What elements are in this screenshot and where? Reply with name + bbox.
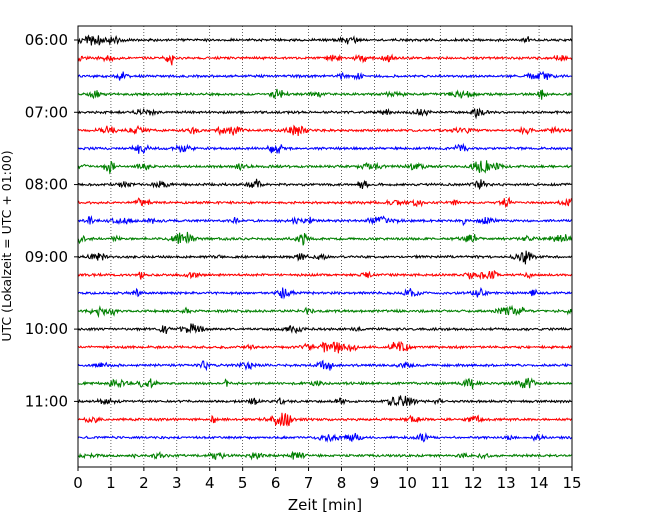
x-tick-label-1: 1 (106, 474, 116, 492)
trace-18 (77, 340, 573, 354)
x-tick-label-3: 3 (172, 474, 182, 492)
x-tick-label-12: 12 (464, 474, 483, 492)
trace-2 (77, 53, 573, 66)
x-tick-label-0: 0 (73, 474, 83, 492)
trace-15 (77, 287, 573, 300)
y-tick-label-09:00: 09:00 (25, 248, 68, 266)
trace-8 (77, 160, 573, 175)
trace-11 (77, 215, 573, 227)
x-tick-label-6: 6 (271, 474, 281, 492)
x-axis-ticks: 0 1 2 3 4 5 6 7 8 9 10 11 12 13 14 15 (73, 467, 582, 492)
trace-19 (77, 359, 573, 372)
trace-6 (77, 124, 573, 137)
x-tick-label-13: 13 (497, 474, 516, 492)
y-tick-label-11:00: 11:00 (25, 392, 68, 410)
trace-13 (77, 250, 573, 265)
trace-12 (77, 231, 573, 246)
y-tick-label-06:00: 06:00 (25, 31, 68, 49)
x-tick-label-9: 9 (370, 474, 380, 492)
x-tick-label-14: 14 (530, 474, 549, 492)
trace-9 (77, 178, 573, 191)
plot-frame (77, 25, 573, 468)
trace-7 (77, 142, 573, 155)
trace-20 (77, 377, 573, 390)
trace-16 (77, 304, 573, 319)
trace-1 (77, 34, 573, 46)
y-tick-label-10:00: 10:00 (25, 320, 68, 338)
x-tick-label-7: 7 (304, 474, 314, 492)
x-tick-label-15: 15 (562, 474, 581, 492)
trace-3 (77, 70, 573, 81)
trace-21 (77, 395, 573, 407)
x-tick-label-10: 10 (398, 474, 417, 492)
trace-17 (77, 323, 573, 335)
trace-4 (77, 88, 573, 100)
seismogram-traces (77, 34, 573, 461)
y-tick-label-08:00: 08:00 (25, 176, 68, 194)
x-tick-label-4: 4 (205, 474, 215, 492)
x-tick-label-8: 8 (337, 474, 347, 492)
y-axis-label: UTC (Lokalzeit = UTC + 01:00) (0, 150, 14, 341)
x-tick-label-2: 2 (139, 474, 149, 492)
trace-10 (77, 196, 573, 209)
trace-24 (77, 450, 573, 461)
x-tick-label-5: 5 (238, 474, 248, 492)
trace-22 (77, 412, 573, 427)
trace-14 (77, 269, 573, 281)
x-axis-label: Zeit [min] (288, 496, 362, 514)
trace-5 (77, 107, 573, 120)
x-tick-label-11: 11 (431, 474, 450, 492)
trace-23 (77, 432, 573, 443)
y-tick-label-07:00: 07:00 (25, 103, 68, 121)
y-axis-ticks: 06:00 07:00 08:00 09:00 10:00 11:00 (25, 31, 78, 410)
